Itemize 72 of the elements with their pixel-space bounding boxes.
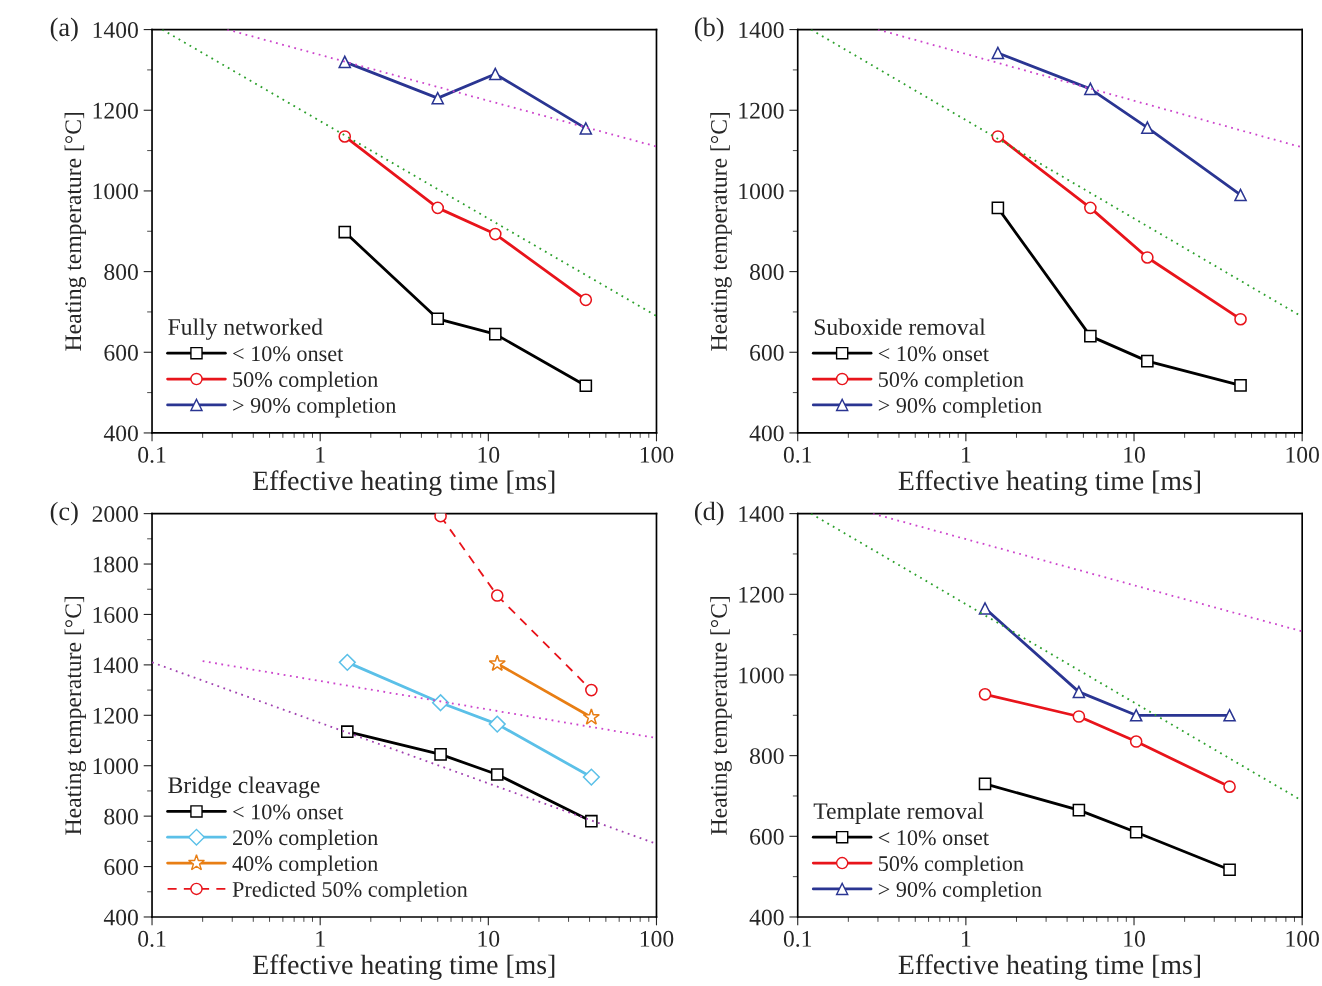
x-tick-label: 0.1 <box>138 446 166 463</box>
x-axis-title: Effective heating time [ms] <box>898 954 1200 980</box>
y-tick-label: 600 <box>104 344 138 361</box>
y-tick-label: 800 <box>750 748 784 765</box>
x-tick-label: 100 <box>1286 930 1319 947</box>
x-tick-label: 1 <box>962 930 971 947</box>
x-tick-label: 0.1 <box>783 446 812 463</box>
x-tick-label: 0.1 <box>138 930 166 947</box>
y-tick-label: 1200 <box>93 102 138 119</box>
x-axis-title: Effective heating time [ms] <box>898 470 1200 496</box>
y-tick-label: 1000 <box>739 667 784 684</box>
y-tick-label: 1200 <box>739 586 784 603</box>
x-tick-label: 1 <box>316 446 325 463</box>
y-tick-label: 400 <box>103 909 138 926</box>
y-tick-label: 1200 <box>739 102 784 119</box>
y-tick-label: 2000 <box>92 506 138 523</box>
y-tick-label: 1400 <box>739 22 784 38</box>
x-axis-title: Effective heating time [ms] <box>252 470 555 496</box>
y-tick-label: 800 <box>104 264 138 281</box>
x-tick-label: 100 <box>640 930 674 947</box>
y-tick-label: 1800 <box>93 556 138 573</box>
legend-label: < 10% onset <box>878 346 989 362</box>
x-tick-label: 10 <box>478 446 500 463</box>
x-axis-title: Effective heating time [ms] <box>252 954 555 980</box>
y-tick-label: 1000 <box>93 183 138 200</box>
y-tick-label: 400 <box>749 425 784 442</box>
x-tick-label: 10 <box>1124 930 1145 947</box>
y-tick-label: 600 <box>750 828 784 845</box>
x-tick-label: 10 <box>478 930 500 947</box>
x-tick-label: 100 <box>1286 446 1319 463</box>
y-tick-label: 800 <box>750 264 784 281</box>
legend-label: > 90% completion <box>878 881 1042 902</box>
legend-title: Fully networked <box>168 318 323 340</box>
y-tick-label: 1000 <box>739 183 784 200</box>
y-tick-label: 1400 <box>739 506 784 523</box>
x-tick-label: 10 <box>1124 446 1145 463</box>
y-axis-title: Heating temperature [°C] <box>64 112 87 351</box>
legend-label: < 10% onset <box>233 804 344 820</box>
legend-label: > 90% completion <box>878 397 1042 418</box>
x-tick-label: 100 <box>640 446 674 463</box>
legend-label: 50% completion <box>233 371 378 392</box>
legend-label: > 90% completion <box>233 397 397 418</box>
legend-title: Template removal <box>813 802 984 824</box>
y-tick-label: 600 <box>750 344 784 361</box>
x-tick-label: 0.1 <box>783 930 812 947</box>
y-tick-label: 1400 <box>93 22 138 38</box>
x-tick-label: 1 <box>316 930 325 947</box>
legend-label: 50% completion <box>879 855 1024 876</box>
legend-title: Suboxide removal <box>814 318 986 336</box>
legend-title: Bridge cleavage <box>168 776 320 799</box>
y-tick-label: 600 <box>104 859 138 875</box>
legend-label: < 10% onset <box>878 830 989 846</box>
y-tick-label: 800 <box>104 808 138 825</box>
y-tick-label: 1600 <box>93 606 138 623</box>
chart-title: (b) <box>694 17 724 42</box>
legend-label: Predicted 50% completion <box>232 881 468 902</box>
legend-label: 40% completion <box>232 855 378 876</box>
y-axis-title: Heating temperature [°C] <box>64 596 87 835</box>
y-tick-label: 400 <box>103 425 138 442</box>
y-tick-label: 400 <box>749 909 784 926</box>
x-tick-label: 1 <box>962 446 971 463</box>
y-axis-title: Heating temperature [°C] <box>710 112 732 351</box>
chart-title: (c) <box>50 501 78 526</box>
y-tick-label: 1400 <box>93 657 138 674</box>
y-tick-label: 1200 <box>93 707 138 724</box>
y-axis-title: Heating temperature [°C] <box>710 596 732 835</box>
chart-title: (d) <box>694 501 724 526</box>
y-tick-label: 1000 <box>93 758 138 775</box>
chart-title: (a) <box>50 17 78 42</box>
legend-label: 20% completion <box>233 829 378 850</box>
legend-label: < 10% onset <box>233 346 344 362</box>
legend-label: 50% completion <box>879 371 1024 392</box>
